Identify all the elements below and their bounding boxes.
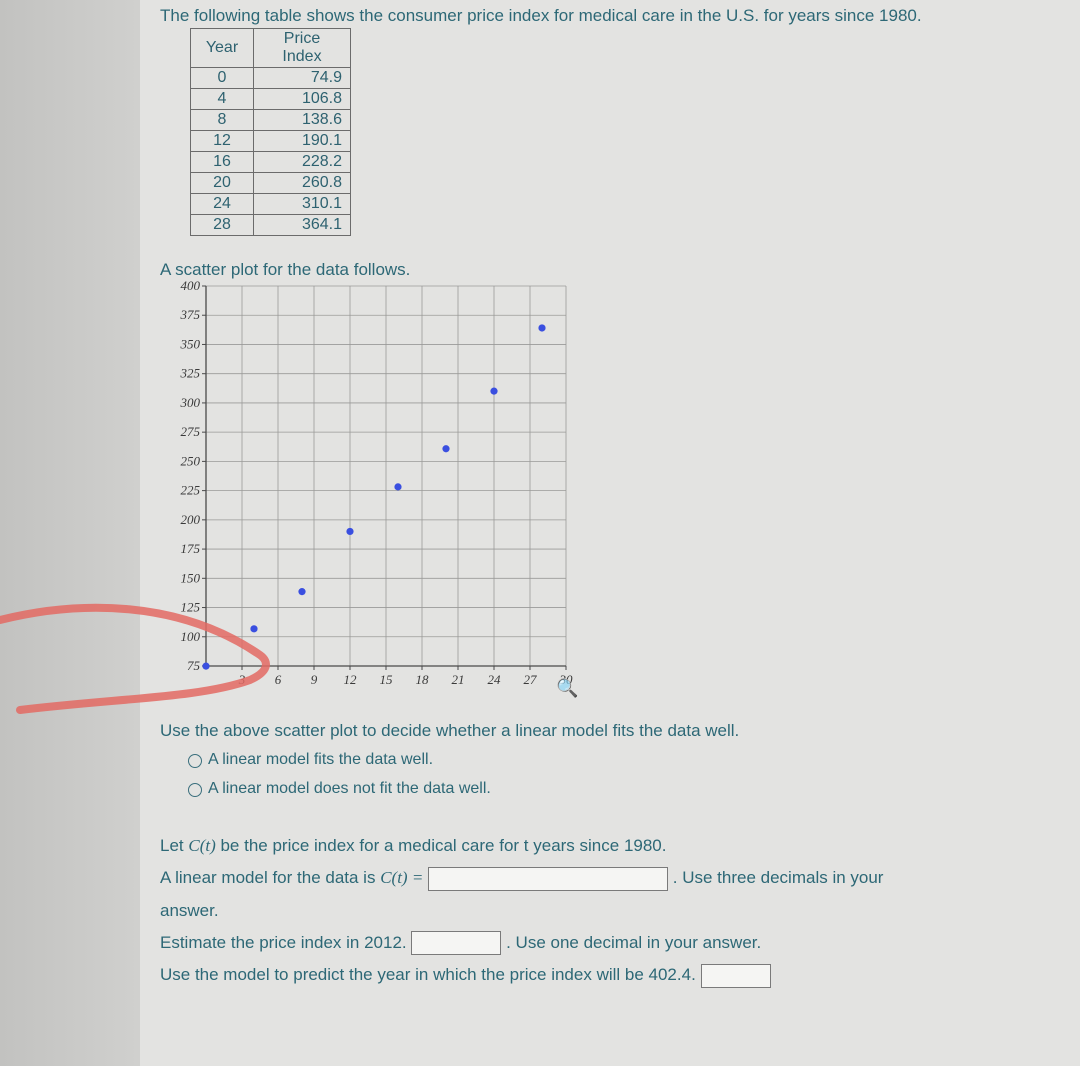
c-of-t: C(t)	[188, 836, 215, 855]
cell-value: 138.6	[254, 110, 351, 131]
option-a[interactable]: A linear model fits the data well.	[188, 748, 1040, 773]
svg-text:75: 75	[187, 658, 201, 673]
svg-text:3: 3	[238, 672, 246, 687]
linear-fit-question: Use the above scatter plot to decide whe…	[160, 718, 1040, 802]
year-input[interactable]	[701, 964, 771, 988]
svg-text:6: 6	[275, 672, 282, 687]
svg-text:400: 400	[181, 280, 201, 293]
model-input[interactable]	[428, 867, 668, 891]
svg-text:275: 275	[181, 424, 201, 439]
svg-text:300: 300	[180, 395, 201, 410]
option-b-label: A linear model does not fit the data wel…	[208, 777, 491, 802]
cell-value: 190.1	[254, 131, 351, 152]
svg-text:27: 27	[524, 672, 538, 687]
page-shadow-left	[0, 0, 140, 1066]
scatter-plot: 75 100 125 150 175 200 225 250 275 300 325 350 375 40…	[160, 280, 590, 700]
cell-value: 364.1	[254, 215, 351, 236]
option-a-label: A linear model fits the data well.	[208, 748, 433, 773]
svg-text:24: 24	[488, 672, 502, 687]
svg-text:250: 250	[181, 453, 201, 468]
cell-year: 12	[191, 131, 254, 152]
magnifier-icon[interactable]: 🔍	[556, 678, 578, 699]
answer-line: answer.	[160, 895, 1040, 927]
model-section: Let C(t) be the price index for a medica…	[160, 830, 1040, 991]
radio-icon	[188, 783, 202, 797]
cell-value: 310.1	[254, 194, 351, 215]
cell-year: 20	[191, 173, 254, 194]
cell-year: 16	[191, 152, 254, 173]
estimate-line: Estimate the price index in 2012. . Use …	[160, 927, 1040, 959]
svg-text:100: 100	[181, 629, 201, 644]
table-row: 4106.8	[191, 89, 351, 110]
svg-text:150: 150	[181, 570, 201, 585]
question-content: The following table shows the consumer p…	[160, 6, 1040, 991]
svg-text:18: 18	[416, 672, 430, 687]
table-header-price: Price Index	[254, 29, 351, 68]
radio-icon	[188, 754, 202, 768]
cell-value: 106.8	[254, 89, 351, 110]
cell-year: 0	[191, 68, 254, 89]
table-row: 074.9	[191, 68, 351, 89]
svg-text:15: 15	[380, 672, 394, 687]
data-table: Year Price Index 074.94106.88138.612190.…	[190, 28, 351, 236]
cell-year: 28	[191, 215, 254, 236]
table-row: 28364.1	[191, 215, 351, 236]
cell-year: 4	[191, 89, 254, 110]
cell-value: 228.2	[254, 152, 351, 173]
intro-text: The following table shows the consumer p…	[160, 6, 1040, 26]
cell-year: 24	[191, 194, 254, 215]
model-line: A linear model for the data is C(t) = . …	[160, 862, 1040, 894]
cell-value: 260.8	[254, 173, 351, 194]
let-line: Let C(t) be the price index for a medica…	[160, 830, 1040, 862]
svg-text:12: 12	[344, 672, 358, 687]
scatter-caption: A scatter plot for the data follows.	[160, 260, 1040, 280]
svg-text:125: 125	[181, 600, 201, 615]
estimate-input[interactable]	[411, 931, 501, 955]
table-row: 12190.1	[191, 131, 351, 152]
table-header-year: Year	[191, 29, 254, 68]
svg-text:9: 9	[311, 672, 318, 687]
svg-text:350: 350	[180, 336, 201, 351]
table-row: 8138.6	[191, 110, 351, 131]
svg-text:325: 325	[180, 366, 201, 381]
svg-text:21: 21	[452, 672, 465, 687]
table-row: 20260.8	[191, 173, 351, 194]
table-row: 16228.2	[191, 152, 351, 173]
option-b[interactable]: A linear model does not fit the data wel…	[188, 777, 1040, 802]
linear-fit-prompt: Use the above scatter plot to decide whe…	[160, 718, 1040, 744]
predict-line: Use the model to predict the year in whi…	[160, 959, 1040, 991]
cell-year: 8	[191, 110, 254, 131]
svg-text:175: 175	[181, 541, 201, 556]
svg-text:375: 375	[180, 307, 201, 322]
svg-text:200: 200	[181, 512, 201, 527]
svg-text:225: 225	[181, 483, 201, 498]
table-row: 24310.1	[191, 194, 351, 215]
cell-value: 74.9	[254, 68, 351, 89]
